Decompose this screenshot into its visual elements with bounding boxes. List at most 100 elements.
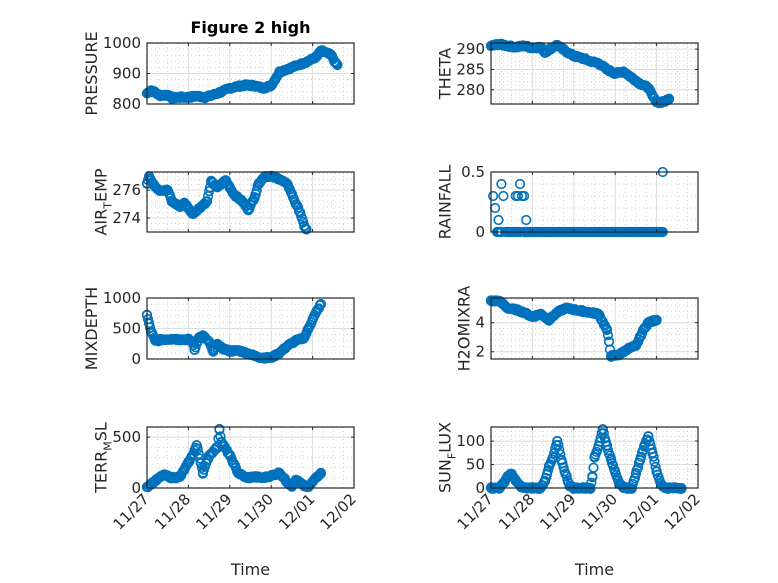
data-point (290, 199, 302, 210)
data-point (187, 208, 198, 219)
data-point (282, 340, 293, 351)
data-point (643, 431, 654, 442)
y-tick-label: 0 (131, 350, 141, 368)
data-point (303, 323, 314, 334)
y-tick-label: 500 (112, 428, 141, 446)
data-point (315, 299, 327, 310)
data-point (634, 78, 646, 89)
y-label-rest: LUX (436, 422, 455, 453)
data-point (313, 470, 324, 481)
ticks (146, 427, 355, 489)
x-tick-label: 12/02 (661, 490, 704, 533)
data-point (651, 466, 662, 477)
x-tick-label: 11/29 (536, 490, 579, 533)
data-point (214, 423, 225, 435)
data-point (195, 457, 206, 468)
data-point (496, 178, 507, 190)
y-axis-label: AIRTEMP (92, 168, 115, 235)
data-point (521, 214, 532, 226)
y-label-subscript: T (102, 202, 115, 210)
data-point (197, 330, 208, 341)
x-tick-label: 11/28 (495, 490, 538, 533)
data-point (560, 45, 571, 57)
axes-box (490, 426, 699, 489)
y-tick-label: 800 (112, 95, 141, 113)
data-point (630, 468, 642, 480)
data-point (307, 314, 318, 325)
data-point (494, 295, 505, 307)
y-tick-label: 0 (475, 479, 485, 497)
chart-title: Figure 2 high (191, 18, 311, 37)
data-point (208, 346, 219, 357)
data-point (552, 307, 563, 318)
subplot-sun-flux: 05010011/2711/2811/2911/3012/0112/02Time… (436, 422, 704, 579)
data-point (331, 58, 342, 69)
data-point (552, 436, 563, 447)
data-point (593, 58, 604, 69)
data-point (539, 475, 550, 487)
data-point (266, 80, 277, 91)
data-point (332, 59, 343, 71)
data-point (634, 454, 646, 465)
data-point (162, 185, 173, 196)
x-tick-label: 12/01 (275, 490, 318, 533)
data-point (576, 52, 588, 64)
y-tick-label: 1000 (103, 34, 141, 52)
data-point (301, 224, 312, 235)
data-point (556, 454, 567, 465)
y-axis-label: SUNFLUX (436, 422, 459, 493)
data-point (587, 471, 598, 482)
data-point (326, 50, 337, 61)
y-tick-label: 500 (112, 320, 141, 338)
data-point (243, 204, 254, 215)
y-tick-label: 0 (475, 223, 485, 241)
data-point (253, 178, 264, 189)
data-point (319, 46, 331, 58)
data-series (141, 45, 343, 104)
y-label-subscript: M (102, 441, 115, 451)
major-grid (146, 172, 355, 232)
y-axis-label: MIXDEPTH (82, 287, 101, 370)
y-tick-label: 2 (475, 343, 485, 361)
data-point (330, 57, 341, 68)
x-tick-label: 12/01 (619, 490, 662, 533)
data-point (663, 93, 675, 104)
y-tick-label: 285 (456, 60, 485, 78)
data-point (597, 424, 608, 435)
data-point (605, 454, 617, 465)
subplot-rainfall: 0 0.5 RAINFALL (436, 163, 699, 241)
data-point (643, 82, 654, 93)
data-point (518, 307, 530, 318)
axes-box (490, 42, 699, 105)
data-point (314, 300, 325, 311)
data-point (651, 314, 662, 325)
subplot-terr-msl: 050011/2711/2811/2911/3012/0112/02TimeTE… (92, 422, 360, 579)
data-point (282, 179, 293, 190)
data-point (233, 467, 244, 478)
data-point (201, 455, 213, 466)
y-tick-label: 1000 (103, 289, 141, 307)
plot-area (491, 172, 698, 232)
y-tick-label: 0 (131, 479, 141, 497)
data-point (266, 352, 277, 363)
data-point (593, 308, 604, 320)
ticks (490, 298, 699, 359)
x-tick-label: 12/02 (317, 490, 360, 533)
data-point (493, 214, 504, 226)
y-label-base: TERR (92, 451, 111, 494)
data-point (311, 306, 322, 317)
data-point (189, 344, 200, 356)
data-point (290, 474, 302, 486)
data-point (552, 39, 563, 51)
ticks (490, 427, 699, 489)
data-point (228, 189, 239, 200)
ticks (146, 297, 355, 360)
y-tick-label: 274 (112, 209, 141, 227)
y-tick-label: 276 (112, 181, 141, 199)
data-point (299, 57, 310, 68)
x-axis-label: Time (230, 560, 270, 579)
y-label-rest: SL (92, 422, 111, 441)
